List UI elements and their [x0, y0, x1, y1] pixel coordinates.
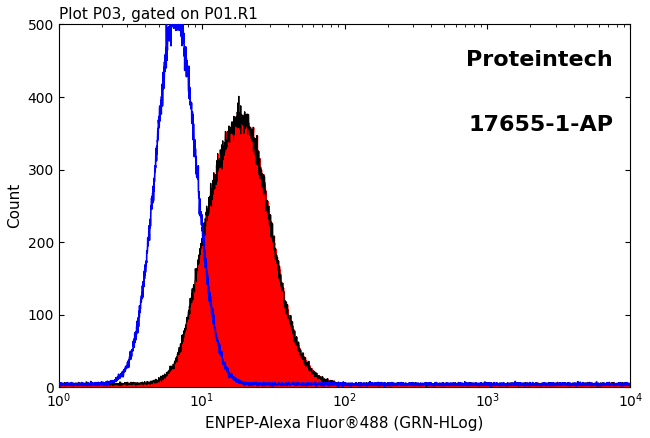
Y-axis label: Count: Count — [7, 183, 22, 228]
Text: Plot P03, gated on P01.R1: Plot P03, gated on P01.R1 — [58, 7, 257, 22]
X-axis label: ENPEP-Alexa Fluor®488 (GRN-HLog): ENPEP-Alexa Fluor®488 (GRN-HLog) — [205, 416, 484, 431]
Text: Proteintech: Proteintech — [467, 50, 613, 70]
Text: 17655-1-AP: 17655-1-AP — [468, 115, 613, 135]
